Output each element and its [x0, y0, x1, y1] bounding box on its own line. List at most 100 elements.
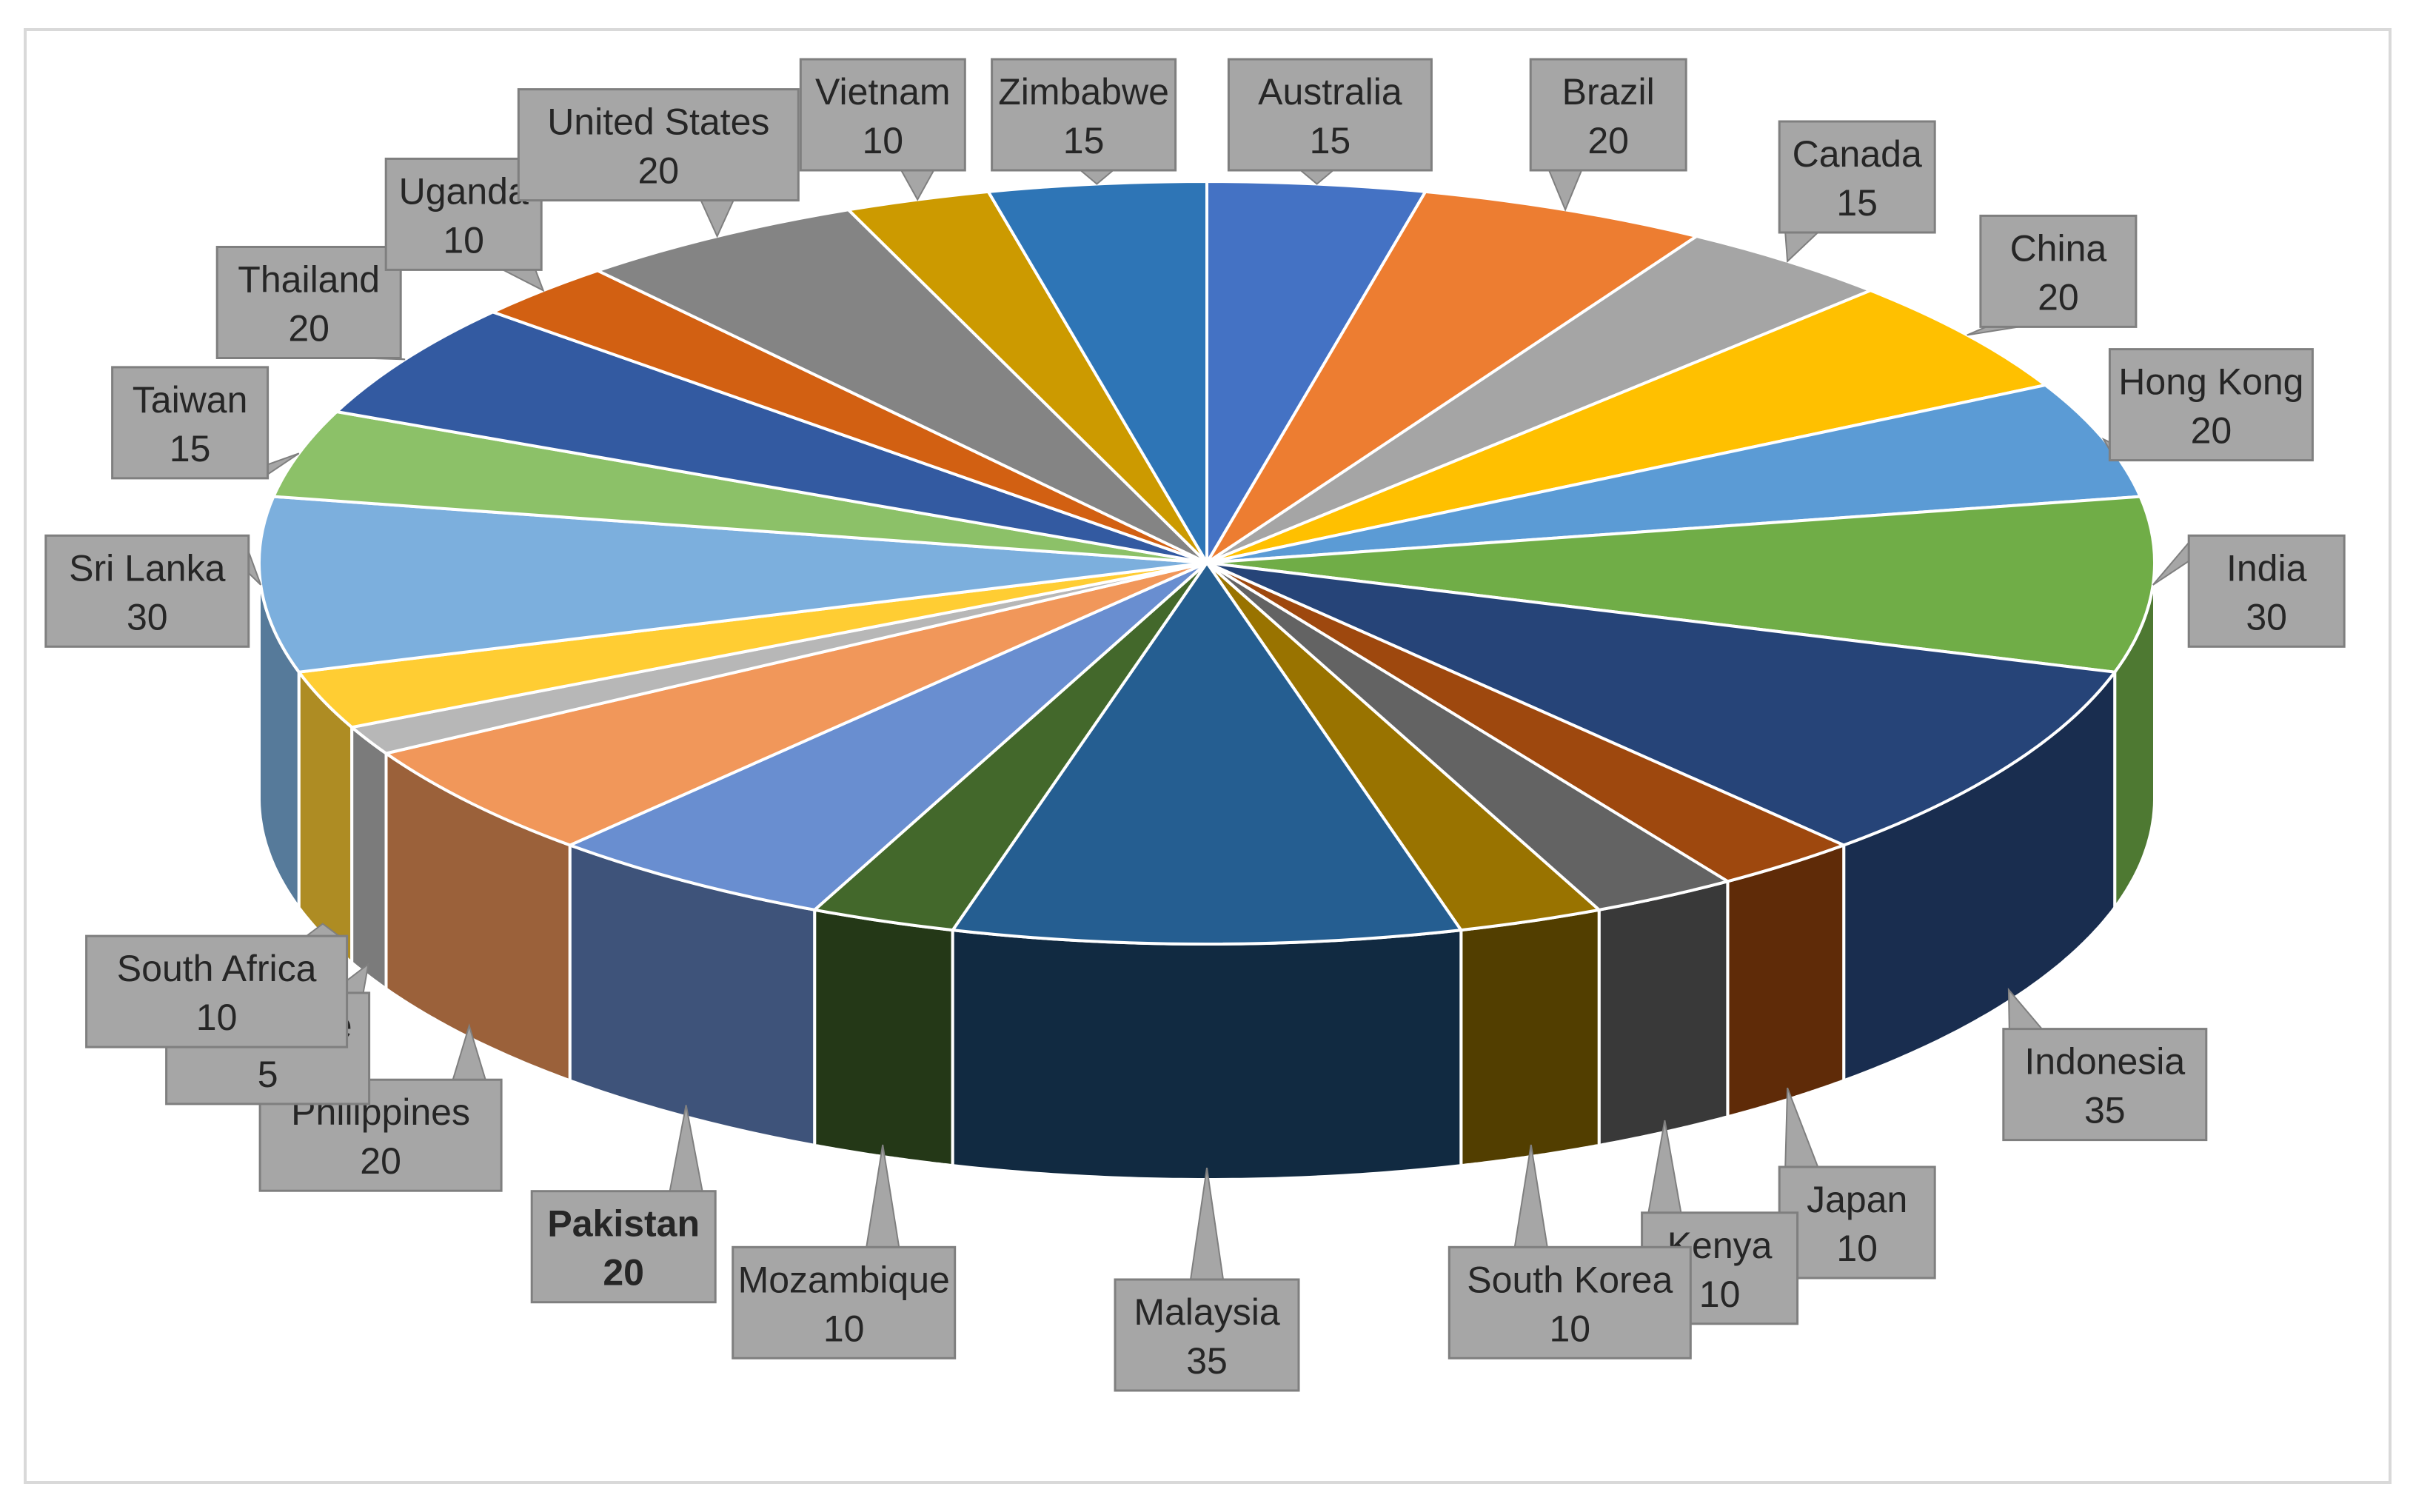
data-label-south-korea: South Korea 10	[1448, 1245, 1692, 1359]
data-label-box	[1979, 214, 2138, 328]
data-label-category: Indonesia	[2024, 1041, 2185, 1083]
data-label-category: Brazil	[1562, 71, 1655, 113]
data-label-category: India	[2226, 547, 2307, 589]
data-label-category: Vietnam	[815, 71, 951, 113]
data-label-box	[1529, 58, 1687, 172]
data-label-value: 10	[1836, 1228, 1878, 1269]
slice-philippines	[384, 561, 1208, 847]
data-label-box	[1114, 1278, 1300, 1392]
data-label-category: Malaysia	[1134, 1291, 1279, 1333]
slice-indonesia	[1205, 561, 2117, 847]
data-label-value: 30	[127, 596, 168, 638]
data-label-category: Mozambique	[738, 1259, 950, 1300]
slice-side-malaysia	[951, 929, 1463, 1181]
data-label-box	[2187, 534, 2346, 648]
data-label-category: Thailand	[238, 259, 380, 301]
data-label-value: 10	[196, 997, 238, 1038]
data-label-value: 30	[2246, 596, 2287, 638]
slice-pakistan	[568, 561, 1208, 911]
data-label-value: 10	[443, 219, 484, 261]
data-label-taiwan: Taiwan 15	[111, 366, 270, 480]
data-label-box	[2002, 1028, 2208, 1142]
leader-line-brazil	[1547, 170, 1583, 212]
data-label-box	[1448, 1245, 1692, 1359]
data-label-value: 10	[1699, 1274, 1741, 1315]
data-label-value: 35	[2084, 1090, 2126, 1131]
leader-line-south-korea	[1513, 1144, 1548, 1248]
data-label-value: 20	[603, 1252, 644, 1294]
data-label-value: 15	[1310, 120, 1351, 161]
leader-line-united-states	[700, 199, 735, 238]
data-label-box	[799, 58, 966, 172]
leader-line-indonesia	[2007, 987, 2044, 1030]
slice-thailand	[335, 310, 1208, 564]
leader-line-japan	[1784, 1087, 1819, 1168]
data-label-value: 35	[1186, 1340, 1228, 1382]
data-label-box	[85, 934, 349, 1048]
leader-line-australia	[1298, 170, 1336, 185]
data-label-category: Australia	[1258, 71, 1402, 113]
data-label-box	[1227, 58, 1433, 172]
data-label-category: Canada	[1793, 133, 1922, 175]
leader-line-canada	[1784, 231, 1820, 264]
leader-lines-layer	[208, 170, 2230, 1280]
slice-side-kenya	[1597, 880, 1730, 1147]
data-label-value: 20	[2191, 410, 2232, 452]
data-label-box	[517, 88, 800, 202]
data-label-canada: Canada 15	[1778, 120, 1936, 234]
data-label-indonesia: Indonesia 35	[2002, 1028, 2208, 1142]
data-label-box	[111, 366, 270, 480]
data-label-brazil: Brazil 20	[1529, 58, 1687, 172]
slice-side-japan	[1726, 843, 1846, 1119]
data-label-value: 10	[862, 120, 903, 161]
data-label-south-africa: South Africa 10	[85, 934, 349, 1048]
data-label-mozambique: Mozambique 10	[732, 1245, 957, 1359]
leader-line-mozambique	[866, 1144, 900, 1248]
data-label-value: 10	[823, 1308, 865, 1349]
slice-side-south-korea	[1459, 908, 1601, 1168]
data-label-category: Taiwan	[133, 379, 248, 421]
data-label-box	[215, 246, 402, 359]
data-label-china: China 20	[1979, 214, 2138, 328]
data-label-uganda: Uganda 10	[384, 157, 543, 271]
slice-side-mozambique	[813, 908, 954, 1168]
data-label-australia: Australia 15	[1227, 58, 1433, 172]
data-label-value: 15	[170, 428, 211, 469]
data-label-value: 15	[1063, 120, 1105, 161]
data-label-thailand: Thailand 20	[215, 246, 402, 359]
data-label-value: 5	[258, 1054, 278, 1095]
data-label-vietnam: Vietnam 10	[799, 58, 966, 172]
data-label-box	[44, 534, 250, 648]
data-label-box	[530, 1190, 717, 1304]
data-label-category: South Korea	[1467, 1259, 1673, 1300]
data-label-category: Uganda	[399, 170, 529, 212]
pie-top-layer	[258, 180, 2156, 946]
data-label-malaysia: Malaysia 35	[1114, 1278, 1300, 1392]
data-label-united-states: United States 20	[517, 88, 800, 202]
data-label-india: India 30	[2187, 534, 2346, 648]
data-label-japan: Japan 10	[1778, 1165, 1936, 1279]
data-label-category: Zimbabwe	[998, 71, 1169, 113]
data-label-value: 20	[1587, 120, 1629, 161]
data-label-category: Hong Kong	[2118, 361, 2303, 403]
data-label-category: Sri Lanka	[69, 547, 225, 589]
leader-line-zimbabwe	[1078, 170, 1116, 185]
data-label-pakistan: Pakistan 20	[530, 1190, 717, 1304]
leader-line-uganda	[502, 269, 545, 292]
data-label-zimbabwe: Zimbabwe 15	[991, 58, 1177, 172]
data-label-value: 20	[360, 1140, 401, 1182]
data-label-category: China	[2010, 227, 2107, 269]
slice-side-singapore	[350, 726, 388, 991]
data-label-box	[1778, 120, 1936, 234]
slice-malaysia	[951, 561, 1463, 946]
data-label-value: 15	[1836, 182, 1878, 224]
data-label-value: 20	[637, 150, 679, 192]
pie-sides-layer	[258, 563, 2156, 1181]
data-label-box	[1778, 1165, 1936, 1279]
data-label-box	[384, 157, 543, 271]
data-label-hong-kong: Hong Kong 20	[2108, 348, 2314, 462]
data-label-category: United States	[547, 101, 769, 143]
data-label-box	[991, 58, 1177, 172]
